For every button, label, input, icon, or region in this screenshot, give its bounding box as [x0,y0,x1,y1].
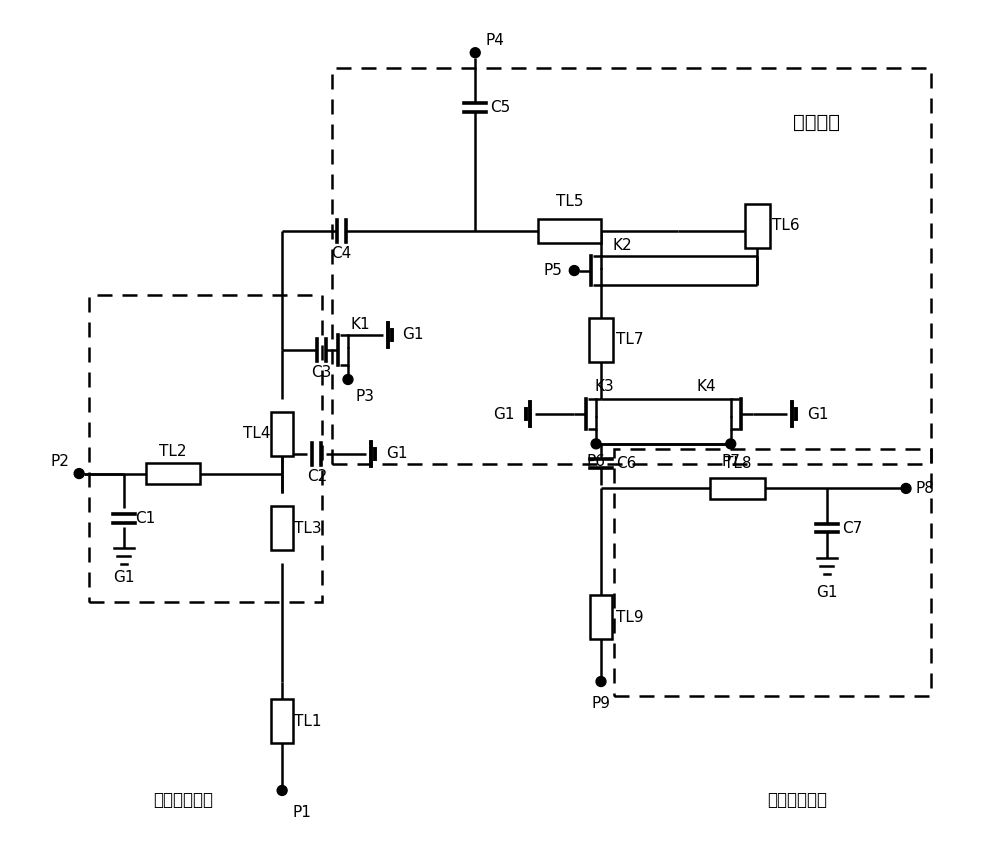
Text: G1: G1 [816,585,838,600]
Circle shape [591,439,601,448]
Circle shape [74,469,84,478]
FancyBboxPatch shape [710,478,765,499]
Text: TL5: TL5 [556,194,583,209]
Text: C5: C5 [490,100,510,114]
Circle shape [277,785,287,795]
Text: TL2: TL2 [159,444,187,459]
Text: P5: P5 [544,263,562,278]
Text: C7: C7 [842,521,862,535]
Text: P2: P2 [50,454,69,469]
FancyBboxPatch shape [589,318,613,362]
Text: 复用支路: 复用支路 [793,113,840,131]
Text: P4: P4 [485,33,504,48]
FancyBboxPatch shape [271,411,293,456]
Circle shape [470,48,480,58]
Text: G1: G1 [493,406,515,422]
Text: TL4: TL4 [243,426,270,442]
Text: TL7: TL7 [616,332,643,347]
Circle shape [726,439,736,448]
Text: TL6: TL6 [772,218,800,234]
Text: K2: K2 [613,238,633,253]
Text: TL8: TL8 [724,455,751,471]
Circle shape [569,265,579,276]
FancyBboxPatch shape [590,595,612,639]
Circle shape [343,375,353,385]
Circle shape [901,484,911,493]
Text: TL9: TL9 [616,610,643,624]
Text: 第二偏置支路: 第二偏置支路 [767,791,827,809]
Text: G1: G1 [807,406,828,422]
Text: G1: G1 [113,570,134,585]
Text: C1: C1 [136,510,156,526]
Text: P8: P8 [916,481,935,496]
Text: C3: C3 [312,364,332,380]
Text: TL1: TL1 [294,714,322,728]
Text: K3: K3 [594,380,614,394]
Text: G1: G1 [402,327,424,343]
FancyBboxPatch shape [146,463,200,484]
FancyBboxPatch shape [745,204,770,248]
FancyBboxPatch shape [271,699,293,743]
Text: K4: K4 [696,380,716,394]
Text: P6: P6 [587,454,606,469]
Text: TL3: TL3 [294,521,322,535]
FancyBboxPatch shape [538,218,601,243]
Text: 第一偏置支路: 第一偏置支路 [153,791,213,809]
Text: P7: P7 [721,454,740,469]
Text: C6: C6 [616,456,636,472]
Circle shape [596,677,606,686]
Text: K1: K1 [351,317,371,332]
Text: G1: G1 [386,447,408,461]
Text: C2: C2 [307,469,327,484]
Text: P1: P1 [292,806,311,820]
Text: C4: C4 [331,246,352,261]
Text: P9: P9 [592,697,611,711]
FancyBboxPatch shape [271,506,293,551]
Text: P3: P3 [356,389,375,405]
